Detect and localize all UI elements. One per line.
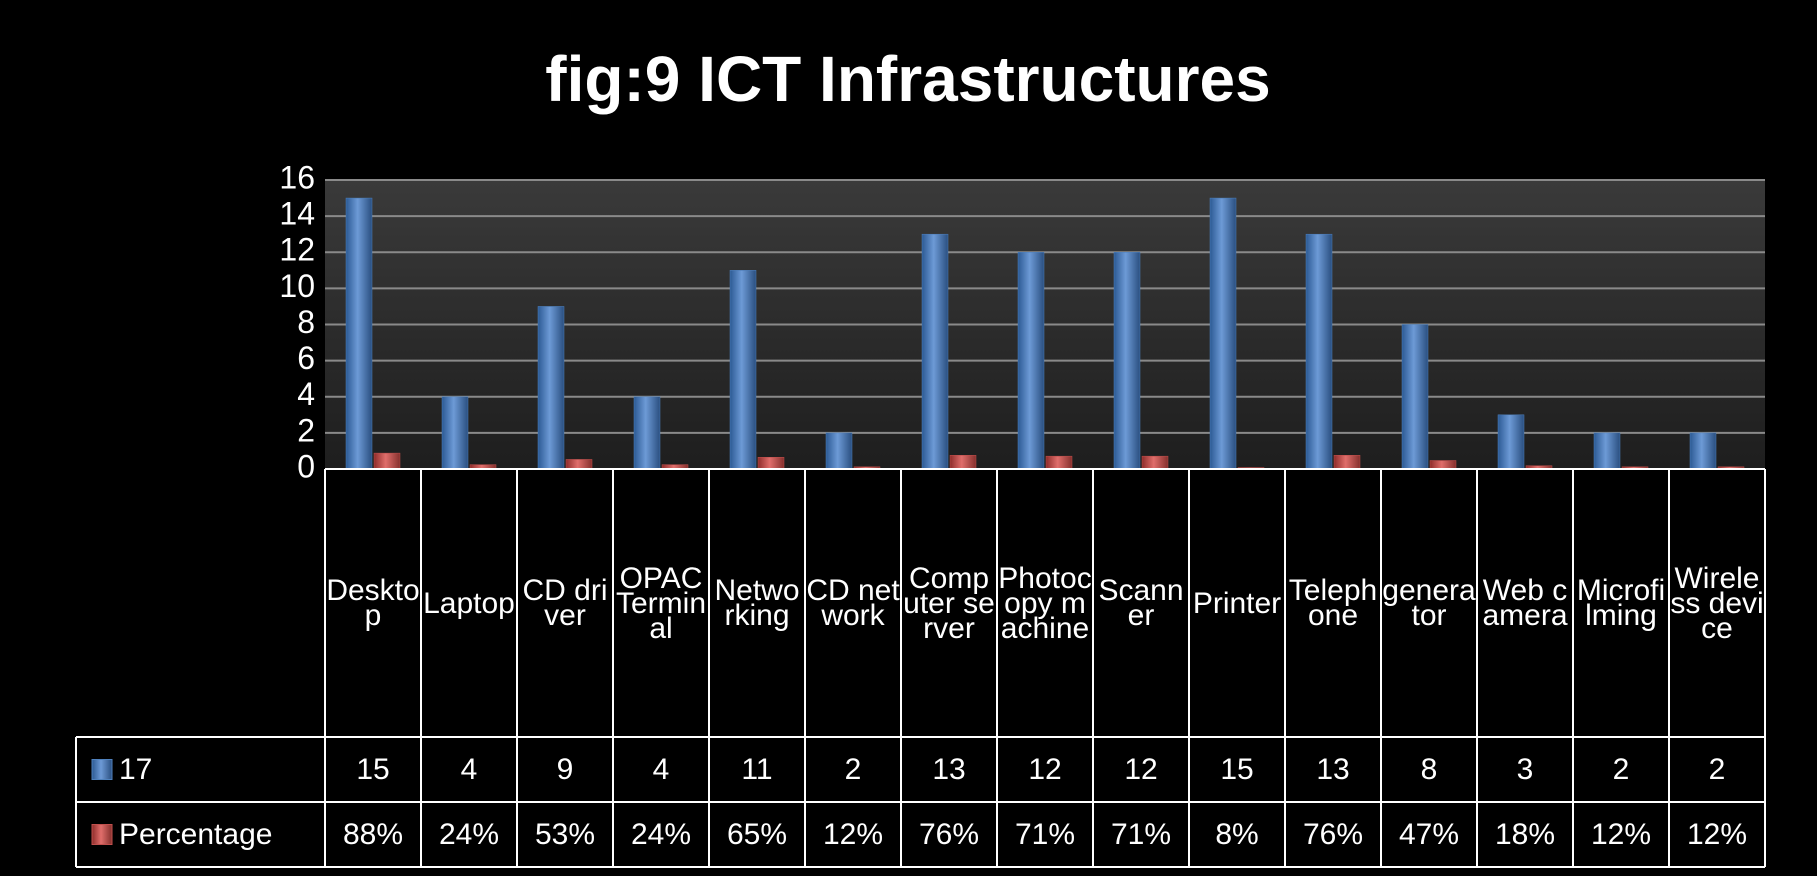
y-tick-label: 0	[297, 448, 315, 484]
bar	[1305, 233, 1333, 470]
table-value: 71%	[1014, 818, 1076, 851]
table-value: 53%	[534, 818, 596, 851]
category-label: Laptop	[423, 586, 515, 620]
table-value: 88%	[342, 818, 404, 851]
table-value: 76%	[1302, 818, 1364, 851]
table-value: 15	[356, 753, 390, 786]
table-value: 15	[1220, 753, 1254, 786]
table-value: 71%	[1110, 818, 1172, 851]
table-value: 65%	[726, 818, 788, 851]
bar	[1113, 252, 1141, 470]
bar	[1045, 455, 1073, 470]
table-value: 8%	[1215, 818, 1259, 851]
bar	[825, 432, 853, 470]
bar	[1497, 414, 1525, 470]
table-value: 12%	[1590, 818, 1652, 851]
table-value: 4	[652, 753, 670, 786]
table-value: 13	[932, 753, 966, 786]
y-tick-label: 8	[297, 304, 315, 340]
legend-swatch	[91, 824, 113, 845]
bar	[373, 452, 401, 470]
table-value: 12%	[1686, 818, 1748, 851]
category-label: Microfilming	[1576, 574, 1666, 632]
bar	[345, 197, 373, 470]
bar	[537, 306, 565, 470]
table-value: 12	[1124, 753, 1158, 786]
table-value: 13	[1316, 753, 1350, 786]
y-tick-label: 4	[297, 376, 315, 412]
table-value: 3	[1516, 753, 1534, 786]
category-label: CD driver	[522, 574, 608, 632]
category-label: OPAC Terminal	[615, 561, 706, 645]
bar	[1209, 197, 1237, 470]
y-tick-label: 12	[279, 232, 315, 268]
category-label: generator	[1382, 574, 1476, 632]
table-value: 11	[741, 753, 773, 786]
category-label: Photocopy machine	[998, 561, 1092, 645]
bar	[565, 459, 593, 470]
bar	[757, 457, 785, 470]
bar	[1141, 455, 1169, 470]
y-tick-label: 2	[297, 412, 315, 448]
table-value: 2	[1708, 753, 1726, 786]
y-tick-label: 16	[279, 159, 315, 195]
bar	[1689, 432, 1717, 470]
category-label: Computer server	[903, 561, 995, 645]
table-value: 18%	[1494, 818, 1556, 851]
category-label: Desktop	[326, 574, 420, 632]
category-label: Networking	[714, 574, 800, 632]
y-tick-label: 10	[279, 268, 315, 304]
bar	[1429, 460, 1457, 470]
table-value: 12%	[822, 818, 884, 851]
table-value: 12	[1028, 753, 1062, 786]
table-value: 9	[556, 753, 574, 786]
category-label: Web camera	[1482, 574, 1568, 632]
bar	[441, 396, 469, 470]
legend-swatch	[91, 759, 113, 780]
category-label: Printer	[1192, 586, 1282, 620]
table-value: 2	[844, 753, 862, 786]
bar	[921, 233, 949, 470]
bar	[1017, 252, 1045, 470]
table-value: 76%	[918, 818, 980, 851]
bar	[1333, 455, 1361, 470]
category-label: Wireless device	[1670, 561, 1764, 645]
bar	[633, 396, 661, 470]
category-label: Scanner	[1098, 574, 1184, 632]
category-label: CD network	[806, 574, 900, 632]
y-tick-label: 14	[279, 196, 315, 232]
legend-label: Percentage	[119, 818, 273, 851]
y-tick-label: 6	[297, 340, 315, 376]
table-value: 24%	[438, 818, 500, 851]
table-value: 2	[1612, 753, 1630, 786]
bar	[1401, 324, 1429, 470]
bar	[1593, 432, 1621, 470]
legend-label: 17	[119, 753, 153, 786]
bar	[729, 270, 757, 470]
table-value: 47%	[1398, 818, 1460, 851]
category-label: Telephone	[1288, 574, 1378, 632]
table-value: 4	[460, 753, 478, 786]
bar	[949, 455, 977, 470]
table-value: 24%	[630, 818, 692, 851]
chart-title: fig:9 ICT Infrastructures	[545, 43, 1270, 115]
table-value: 8	[1420, 753, 1438, 786]
